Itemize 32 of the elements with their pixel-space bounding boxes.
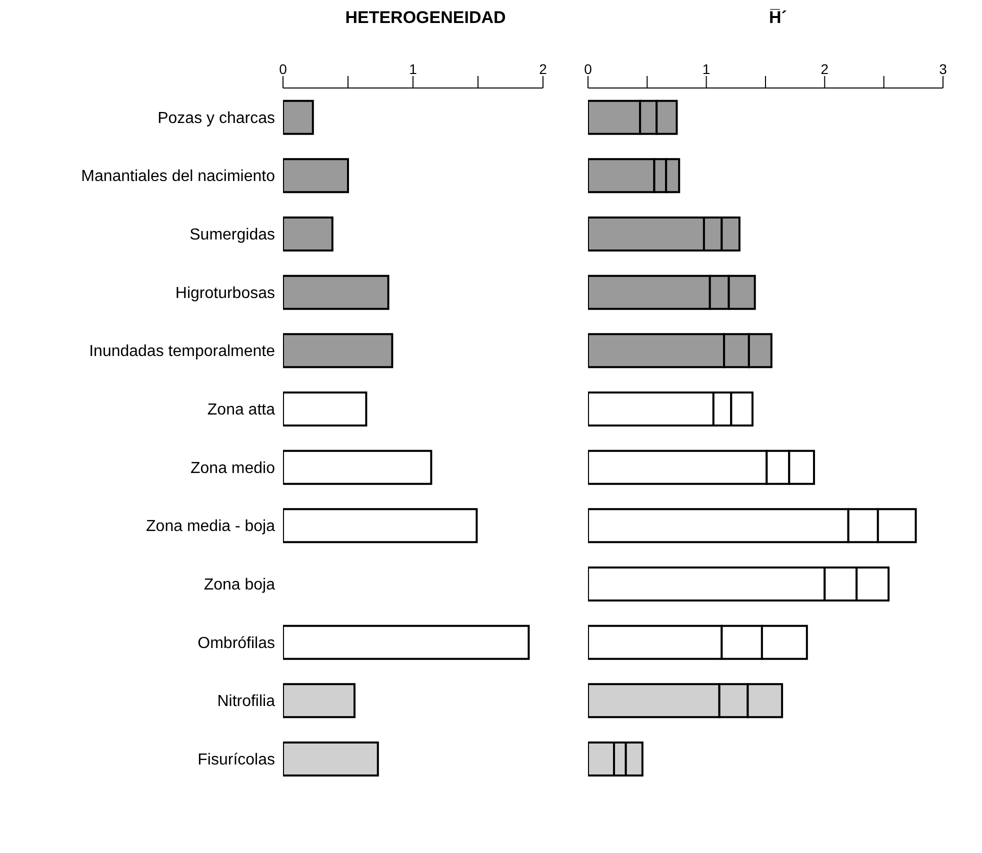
y-tick-label: Higroturbosas xyxy=(175,284,275,302)
bar xyxy=(283,392,368,426)
x-tick-label: 0 xyxy=(584,61,592,77)
y-tick-label: Pozas y charcas xyxy=(158,110,275,127)
y-tick-label: Sumergidas xyxy=(190,226,275,244)
bar xyxy=(283,333,394,368)
bar xyxy=(283,450,432,485)
x-tick-label: 2 xyxy=(820,61,829,77)
bar xyxy=(283,508,478,544)
bar xyxy=(283,624,530,660)
x-tick-label: 3 xyxy=(939,61,948,77)
y-tick-label: Inundadas temporalmente xyxy=(89,343,276,360)
chart-title: HETEROGENEIDAD xyxy=(344,8,507,29)
bar xyxy=(283,158,349,194)
chart-title: H̅´ xyxy=(768,8,788,29)
bar xyxy=(283,274,390,310)
bar xyxy=(283,683,356,718)
y-tick-label: Zona boja xyxy=(204,576,276,594)
y-tick-label: Ombrófilas xyxy=(198,634,275,652)
bar xyxy=(283,216,334,252)
bar xyxy=(283,100,314,135)
y-tick-label: Nitrofilia xyxy=(217,693,276,710)
y-tick-label: Zona medio xyxy=(190,460,276,477)
x-tick-label: 1 xyxy=(409,61,418,77)
x-tick-label: 0 xyxy=(279,61,288,77)
x-tick-label: 1 xyxy=(702,61,710,77)
y-tick-label: Zona atta xyxy=(207,402,276,419)
y-tick-label: Zona media - boja xyxy=(146,518,276,536)
x-tick-label: 2 xyxy=(539,61,548,77)
bar xyxy=(283,742,379,776)
y-tick-label: Fisurícolas xyxy=(198,752,275,769)
y-tick-label: Manantiales del nacimiento xyxy=(81,168,276,186)
